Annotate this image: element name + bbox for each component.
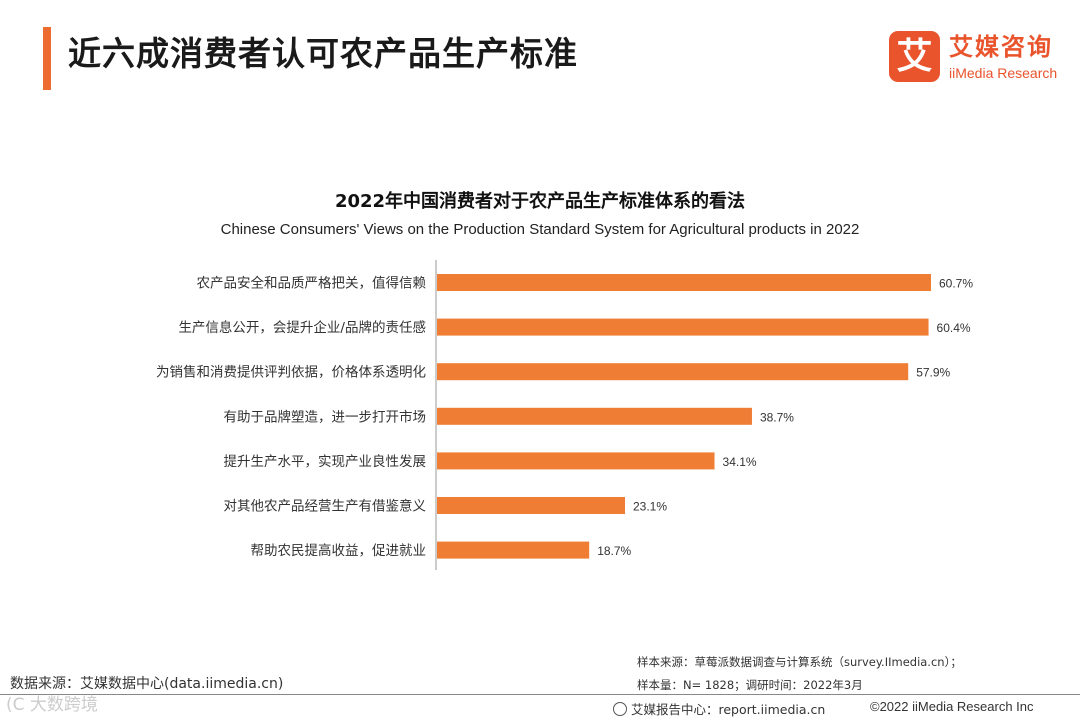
bar [437, 497, 625, 514]
bar [437, 318, 929, 336]
page-title: 近六成消费者认可农产品生产标准 [68, 34, 578, 73]
bar [437, 541, 590, 559]
footer-divider [0, 694, 1080, 695]
value-label: 57.9% [916, 366, 950, 380]
chart-subtitle: Chinese Consumers' Views on the Producti… [220, 221, 860, 238]
logo-name-en: iiMedia Research [949, 65, 1058, 81]
title-accent-bar [43, 27, 51, 90]
bar [437, 274, 931, 291]
chart-title: 2022年中国消费者对于农产品生产标准体系的看法 [334, 191, 746, 212]
category-label: 为销售和消费提供评判依据，价格体系透明化 [156, 365, 426, 381]
copyright: ©2022 iiMedia Research Inc [870, 699, 1034, 714]
data-source: 数据来源：艾媒数据中心(data.iimedia.cn) [10, 676, 284, 692]
value-label: 38.7% [760, 410, 794, 424]
sample-size-note: 样本量：N= 1828；调研时间：2022年3月 [637, 678, 863, 692]
report-center-icon [613, 702, 627, 716]
logo-name-cn: 艾媒咨询 [949, 33, 1053, 61]
value-label: 23.1% [633, 500, 667, 514]
value-label: 18.7% [597, 544, 631, 558]
category-label: 对其他农产品经营生产有借鉴意义 [224, 498, 427, 515]
bar [437, 407, 752, 425]
report-center-text: 艾媒报告中心：report.iimedia.cn [631, 702, 826, 717]
bar [437, 452, 715, 470]
watermark-text: (C 大数跨境 [6, 695, 98, 715]
category-label: 生产信息公开，会提升企业/品牌的责任感 [178, 319, 426, 336]
value-label: 60.4% [937, 321, 971, 335]
report-center: 艾媒报告中心：report.iimedia.cn [613, 699, 825, 718]
category-label: 有助于品牌塑造，进一步打开市场 [224, 408, 427, 425]
category-label: 农产品安全和品质严格把关，值得信赖 [197, 275, 427, 292]
bar-chart: 农产品安全和品质严格把关，值得信赖 60.7% 生产信息公开，会提升企业/品牌的责任… [156, 260, 973, 570]
iimedia-logo: 艾 艾媒咨询 iiMedia Research [889, 31, 1064, 83]
sample-source-note: 样本来源：草莓派数据调查与计算系统（survey.IImedia.cn）； [637, 655, 962, 669]
logo-mark-icon: 艾 [889, 31, 940, 82]
bar [437, 363, 909, 381]
value-label: 34.1% [723, 455, 757, 469]
category-label: 提升生产水平，实现产业良性发展 [224, 454, 427, 470]
value-label: 60.7% [939, 277, 973, 291]
category-label: 帮助农民提高收益，促进就业 [251, 542, 427, 559]
